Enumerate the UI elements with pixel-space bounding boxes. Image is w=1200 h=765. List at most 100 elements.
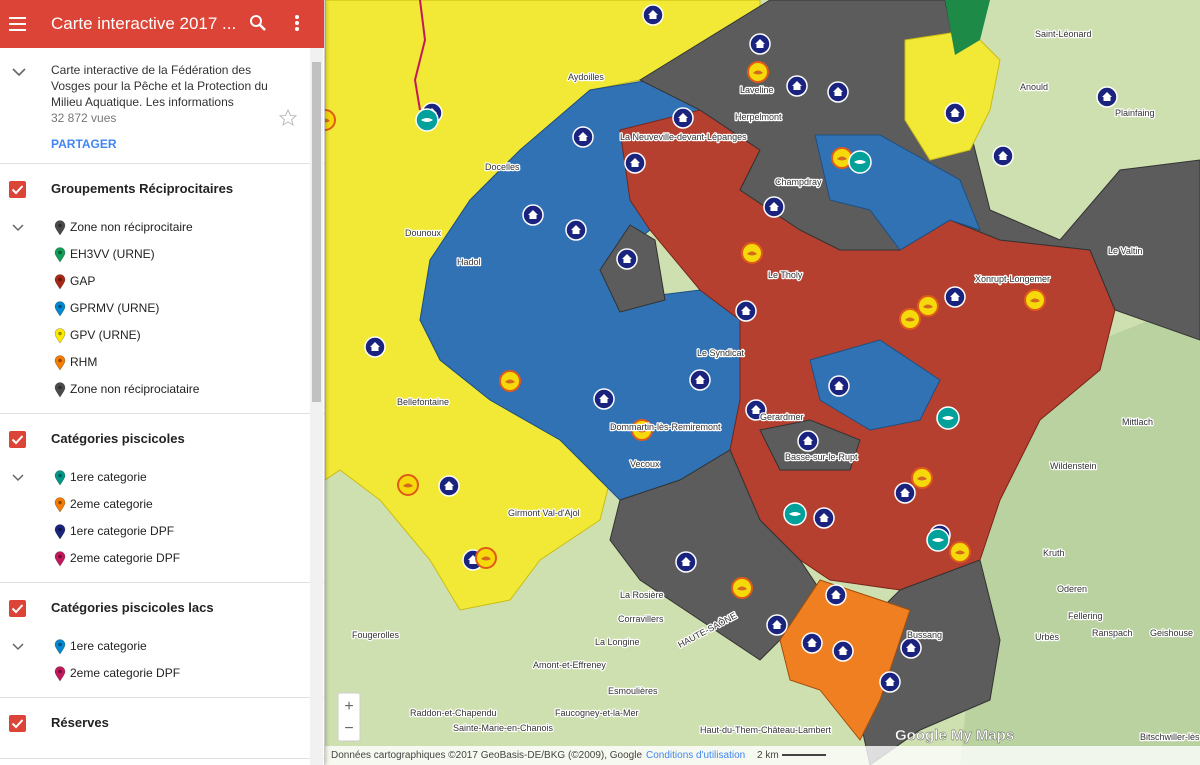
house-marker[interactable]	[438, 475, 460, 497]
category-marker[interactable]	[949, 541, 971, 563]
house-marker[interactable]	[522, 204, 544, 226]
fish-icon	[637, 428, 647, 433]
layer-checkbox[interactable]	[9, 431, 26, 448]
place-label: Raddon-et-Chapendu	[410, 708, 497, 718]
house-marker[interactable]	[879, 671, 901, 693]
house-marker[interactable]	[364, 336, 386, 358]
category-marker[interactable]	[926, 528, 950, 552]
category-marker[interactable]	[499, 370, 521, 392]
house-marker[interactable]	[832, 640, 854, 662]
header-icons	[9, 15, 299, 31]
category-marker[interactable]	[731, 577, 753, 599]
more-icon[interactable]	[295, 15, 299, 31]
scrollbar-thumb[interactable]	[312, 62, 321, 402]
house-marker[interactable]	[801, 632, 823, 654]
house-marker[interactable]	[813, 507, 835, 529]
expand-icon[interactable]	[10, 220, 26, 236]
check-mark	[11, 719, 24, 729]
legend-label: GPV (URNE)	[70, 328, 141, 342]
terms-link[interactable]: Conditions d'utilisation	[646, 750, 745, 761]
pin-shape	[54, 551, 66, 567]
category-marker[interactable]	[848, 150, 872, 174]
house-marker[interactable]	[828, 375, 850, 397]
attribution: Données cartographiques ©2017 GeoBasis-D…	[331, 750, 642, 761]
place-label: Saint-Léonard	[1035, 29, 1092, 39]
layer-checkbox[interactable]	[9, 600, 26, 617]
house-icon	[695, 375, 705, 384]
legend-pin	[54, 328, 66, 344]
house-marker[interactable]	[689, 369, 711, 391]
place-label: Sainte-Marie-en-Chanois	[453, 723, 554, 733]
category-marker[interactable]	[936, 406, 960, 430]
place-label: Dommartin-lès-Remiremont	[610, 422, 721, 432]
house-marker[interactable]	[825, 584, 847, 606]
star-icon[interactable]	[278, 108, 298, 128]
house-marker[interactable]	[624, 152, 646, 174]
category-marker[interactable]	[475, 547, 497, 569]
place-label: Ranspach	[1092, 628, 1133, 638]
house-marker[interactable]	[572, 126, 594, 148]
place-label: Dounoux	[405, 228, 442, 238]
house-marker[interactable]	[763, 196, 785, 218]
search-icon[interactable]	[250, 15, 266, 31]
category-marker[interactable]	[899, 308, 921, 330]
category-marker[interactable]	[1024, 289, 1046, 311]
category-marker[interactable]	[397, 474, 419, 496]
house-marker[interactable]	[642, 4, 664, 26]
legend-pin	[54, 666, 66, 682]
legend-label: EH3VV (URNE)	[70, 247, 155, 261]
house-marker[interactable]	[797, 430, 819, 452]
house-icon	[834, 381, 844, 390]
menu-icon[interactable]	[9, 17, 26, 31]
category-marker[interactable]	[631, 419, 653, 441]
house-marker[interactable]	[745, 399, 767, 421]
zoom-in[interactable]: +	[344, 698, 353, 715]
legend-item: RHM	[0, 349, 324, 376]
category-marker[interactable]	[415, 108, 439, 132]
house-marker[interactable]	[616, 248, 638, 270]
place-label: Vecoux	[630, 459, 660, 469]
place-label: Le Tholy	[768, 270, 803, 280]
house-marker[interactable]	[672, 107, 694, 129]
house-icon	[792, 81, 802, 90]
category-marker[interactable]	[747, 61, 769, 83]
layer-section: Catégories piscicoles 1ere categorie 2eme …	[0, 414, 324, 583]
house-marker[interactable]	[894, 482, 916, 504]
collapse-icon[interactable]	[9, 62, 29, 82]
house-icon	[838, 646, 848, 655]
house-marker[interactable]	[1096, 86, 1118, 108]
house-marker[interactable]	[675, 551, 697, 573]
house-marker[interactable]	[944, 102, 966, 124]
house-marker[interactable]	[992, 145, 1014, 167]
legend-label: 2eme categorie	[70, 497, 153, 511]
layer-checkbox[interactable]	[9, 181, 26, 198]
category-marker[interactable]	[917, 295, 939, 317]
zoom-control[interactable]	[337, 692, 361, 742]
category-marker[interactable]	[911, 467, 933, 489]
expand-icon[interactable]	[10, 470, 26, 486]
house-marker[interactable]	[749, 33, 771, 55]
share-button[interactable]: PARTAGER	[51, 137, 117, 151]
category-marker[interactable]	[741, 242, 763, 264]
expand-icon[interactable]	[10, 639, 26, 655]
sidebar: Carte interactive 2017 ... Carte interac…	[0, 0, 325, 765]
house-marker[interactable]	[735, 300, 757, 322]
fish-icon	[789, 512, 801, 516]
house-marker[interactable]	[593, 388, 615, 410]
pin-shape	[54, 220, 66, 236]
layer-checkbox[interactable]	[9, 715, 26, 732]
house-marker[interactable]	[900, 637, 922, 659]
pin-dot	[58, 385, 62, 390]
legend-item: Zone non réciprocitaire	[0, 214, 324, 241]
house-marker[interactable]	[944, 286, 966, 308]
fish-icon	[932, 538, 944, 542]
pin-shape	[54, 301, 66, 317]
house-marker[interactable]	[565, 219, 587, 241]
house-marker[interactable]	[766, 614, 788, 636]
category-marker[interactable]	[783, 502, 807, 526]
zoom-out[interactable]: −	[344, 720, 353, 737]
house-marker[interactable]	[827, 81, 849, 103]
place-label: La Longine	[595, 637, 640, 647]
house-marker[interactable]	[786, 75, 808, 97]
description: Carte interactive de la Fédération des V…	[0, 48, 324, 164]
